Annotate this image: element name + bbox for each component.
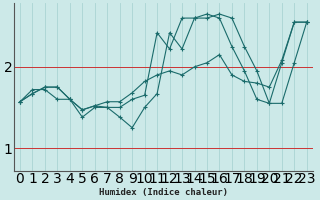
X-axis label: Humidex (Indice chaleur): Humidex (Indice chaleur)	[99, 188, 228, 197]
